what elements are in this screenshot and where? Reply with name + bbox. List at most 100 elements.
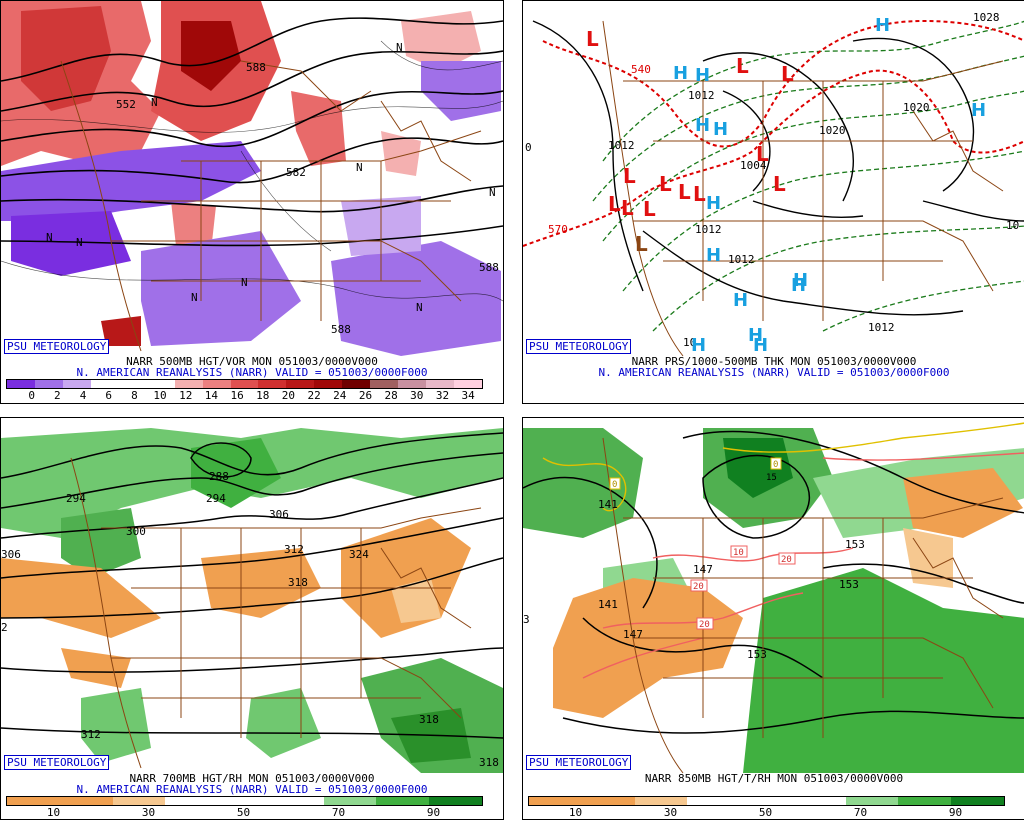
low-pressure-center: L bbox=[693, 182, 706, 206]
high-pressure-center: H bbox=[733, 290, 748, 311]
map-valid-caption: N. AMERICAN REANALYSIS (NARR) VALID = 05… bbox=[598, 366, 950, 379]
colorbar-tick-label: 50 bbox=[236, 806, 251, 819]
low-pressure-center: L bbox=[781, 62, 794, 86]
contour-label: 324 bbox=[349, 548, 369, 561]
colorbar-tick-label: 70 bbox=[853, 806, 868, 819]
high-pressure-center: H bbox=[791, 275, 806, 296]
contour-label: 306 bbox=[1, 548, 21, 561]
contour-label: 141 bbox=[598, 498, 618, 511]
colorbar-swatch bbox=[230, 380, 259, 388]
colorbar-swatch bbox=[258, 380, 287, 388]
vort-center-label: N bbox=[416, 301, 423, 314]
isobar-label: 1028 bbox=[973, 11, 1000, 24]
contour-label: 552 bbox=[116, 98, 136, 111]
high-pressure-center: H bbox=[706, 193, 721, 214]
colorbar-tick-label: 6 bbox=[105, 389, 112, 402]
contour-label: 588 bbox=[479, 261, 499, 274]
colorbar-tick-label: 34 bbox=[461, 389, 475, 402]
contour-label: 147 bbox=[693, 563, 713, 576]
colorbar-tick-label: 10 bbox=[153, 389, 167, 402]
contour-label: 312 bbox=[81, 728, 101, 741]
isobar-label: 1012 bbox=[728, 253, 755, 266]
colorbar-swatch bbox=[62, 380, 91, 388]
high-pressure-center: H bbox=[695, 65, 710, 86]
colorbar-swatch bbox=[286, 380, 315, 388]
vorticity-colorbar bbox=[6, 379, 483, 389]
contour-label: 312 bbox=[284, 543, 304, 556]
low-pressure-center: L bbox=[643, 197, 656, 221]
high-pressure-center: H bbox=[691, 335, 706, 356]
colorbar-swatch bbox=[370, 380, 399, 388]
psu-badge: PSU METEOROLOGY bbox=[4, 755, 110, 770]
thickness-label: 540 bbox=[631, 63, 651, 76]
temp-box-label: 20 bbox=[781, 555, 792, 565]
contour-label: 300 bbox=[126, 525, 146, 538]
low-pressure-center: L bbox=[608, 192, 621, 216]
colorbar-swatch bbox=[59, 797, 113, 805]
psu-badge: PSU METEOROLOGY bbox=[526, 755, 632, 770]
high-pressure-center: H bbox=[793, 270, 808, 291]
colorbar-tick-label: 0 bbox=[28, 389, 35, 402]
colorbar-swatch bbox=[270, 797, 324, 805]
high-pressure-center: H bbox=[713, 119, 728, 140]
contour-label: 294 bbox=[66, 492, 86, 505]
low-pressure-center: L bbox=[659, 172, 672, 196]
colorbar-swatch bbox=[34, 380, 63, 388]
colorbar-swatch bbox=[845, 797, 899, 805]
colorbar-swatch bbox=[581, 797, 635, 805]
temp-rh-850-map: 141 147 141 147 153 153 153 3 0 0 10 20 … bbox=[523, 418, 1024, 774]
colorbar-swatch bbox=[426, 380, 454, 388]
contour-label: 318 bbox=[288, 576, 308, 589]
vort-center-label: N bbox=[396, 41, 403, 54]
contour-label: 294 bbox=[206, 492, 226, 505]
panel-850mb-temp-rh: 141 147 141 147 153 153 153 3 0 0 10 20 … bbox=[522, 417, 1024, 820]
colorbar-ticks: 0 2 4 6 8 10 12 14 16 18 20 22 24 26 28 30 32 34 bbox=[6, 389, 481, 402]
isobar-label: 1012 bbox=[695, 223, 722, 236]
colorbar-swatch bbox=[218, 797, 271, 805]
isobar-label: 1020 bbox=[903, 101, 930, 114]
colorbar-swatch bbox=[376, 797, 430, 805]
colorbar-swatch bbox=[687, 797, 741, 805]
colorbar-swatch bbox=[174, 380, 203, 388]
vorticity-map: 552 588 582 588 588 N N N N N N N N N bbox=[1, 1, 503, 356]
colorbar-swatch bbox=[740, 797, 793, 805]
isobar-label: 10 bbox=[683, 336, 696, 349]
map-caption: NARR 500MB HGT/VOR MON 051003/0000V000 bbox=[126, 355, 378, 368]
high-pressure-center: H bbox=[748, 325, 763, 346]
colorbar-tick-label: 10 bbox=[568, 806, 583, 819]
isobar-label: 1012 bbox=[608, 139, 635, 152]
vort-center-label: N bbox=[76, 236, 83, 249]
isobar-label: 0 bbox=[525, 141, 532, 154]
vort-center-label: N bbox=[241, 276, 248, 289]
contour-label: 318 bbox=[479, 756, 499, 769]
panel-700mb-rh: 288 294 294 300 306 312 318 324 312 318 … bbox=[0, 417, 504, 820]
colorbar-swatch bbox=[898, 797, 952, 805]
colorbar-tick-label: 20 bbox=[281, 389, 296, 402]
isobar-label: 10 bbox=[1006, 219, 1019, 232]
colorbar-swatch bbox=[202, 380, 231, 388]
colorbar-swatch bbox=[429, 797, 483, 805]
panel-500mb-vorticity: 552 588 582 588 588 N N N N N N N N N PS… bbox=[0, 0, 504, 404]
low-pressure-center: L bbox=[736, 54, 749, 78]
colorbar-tick-label: 4 bbox=[79, 389, 87, 402]
colorbar-swatch bbox=[118, 380, 147, 388]
isobar-label: 1020 bbox=[819, 124, 846, 137]
colorbar-tick-label: 22 bbox=[307, 389, 321, 402]
map-caption: NARR 700MB HGT/RH MON 051003/0000V000 bbox=[129, 772, 375, 785]
psu-badge: PSU METEOROLOGY bbox=[4, 339, 110, 354]
colorbar-ticks: 10 30 50 70 90 bbox=[6, 806, 481, 819]
colorbar-ticks: 10 30 50 70 90 bbox=[528, 806, 1003, 819]
isobar-label: 1012 bbox=[688, 89, 715, 102]
contour-label: 588 bbox=[246, 61, 266, 74]
contour-label: 306 bbox=[269, 508, 289, 521]
low-pressure-center: L bbox=[635, 232, 648, 256]
low-pressure-center: L bbox=[586, 27, 599, 51]
contour-label: 582 bbox=[286, 166, 306, 179]
colorbar-tick-label: 16 bbox=[230, 389, 244, 402]
contour-label: 588 bbox=[331, 323, 351, 336]
colorbar-swatch bbox=[146, 380, 175, 388]
colorbar-swatch bbox=[951, 797, 1005, 805]
colorbar-tick-label: 14 bbox=[204, 389, 219, 402]
contour-label: 141 bbox=[598, 598, 618, 611]
temp-box-label: 20 bbox=[699, 620, 710, 630]
